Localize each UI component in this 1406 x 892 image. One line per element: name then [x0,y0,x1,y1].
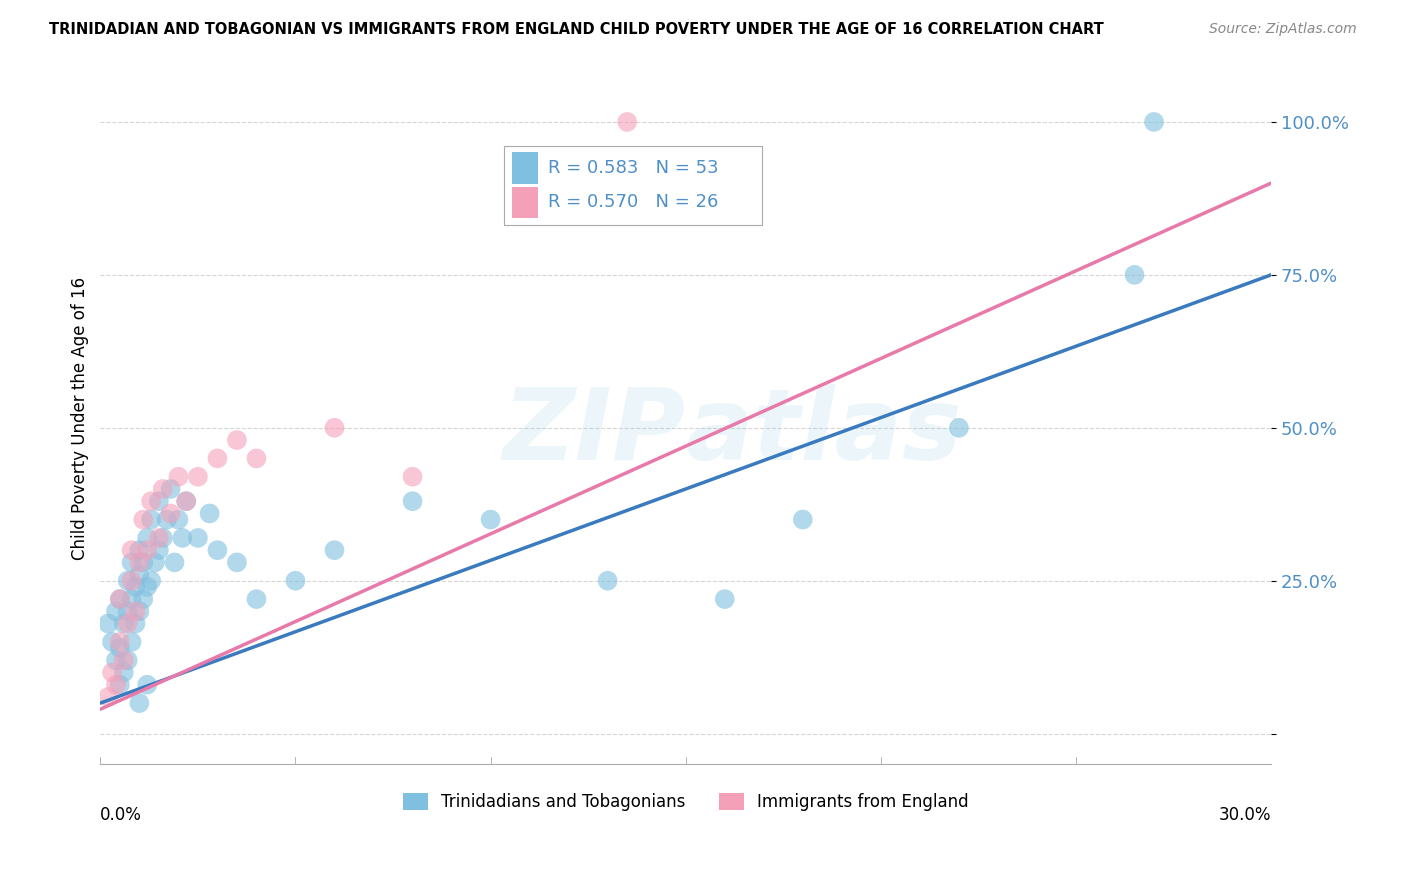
Point [132,512,155,526]
Point [121,574,143,588]
Point [187,531,209,545]
Point [143,555,166,569]
Point [159,482,181,496]
Point [1123,268,1146,282]
Y-axis label: Child Poverty Under the Age of 16: Child Poverty Under the Age of 16 [72,277,89,560]
Point [174,494,197,508]
Point [207,451,229,466]
Point [163,555,186,569]
Point [104,678,127,692]
Point [713,592,735,607]
Point [207,543,229,558]
Point [108,592,131,607]
Point [132,592,155,607]
FancyBboxPatch shape [512,187,538,219]
Point [132,555,155,569]
Point [401,494,423,508]
Point [948,421,970,435]
Point [139,512,162,526]
Text: R = 0.570   N = 26: R = 0.570 N = 26 [547,194,718,211]
Point [152,531,174,545]
Point [108,640,131,655]
Point [128,555,150,569]
Point [121,543,143,558]
Point [284,574,307,588]
Point [97,690,120,704]
Point [152,482,174,496]
Point [226,555,249,569]
Point [198,507,221,521]
Point [104,604,127,618]
Point [121,635,143,649]
Point [245,592,267,607]
Point [323,421,346,435]
Point [108,592,131,607]
Point [174,494,197,508]
Point [112,616,135,631]
Point [616,115,638,129]
Point [124,580,146,594]
Text: atlas: atlas [686,384,962,481]
Point [121,592,143,607]
Point [136,531,159,545]
Point [148,543,170,558]
Point [117,574,139,588]
Point [479,512,502,526]
Point [121,555,143,569]
Point [112,653,135,667]
Point [117,616,139,631]
Point [167,512,190,526]
Legend: Trinidadians and Tobagonians, Immigrants from England: Trinidadians and Tobagonians, Immigrants… [402,793,969,811]
Point [792,512,814,526]
Point [108,635,131,649]
Point [128,543,150,558]
Text: ZIP: ZIP [503,384,686,481]
FancyBboxPatch shape [505,145,762,225]
Point [112,665,135,680]
Point [104,653,127,667]
Point [97,616,120,631]
Point [136,678,159,692]
Text: 30.0%: 30.0% [1219,805,1271,823]
Point [136,580,159,594]
Point [323,543,346,558]
Point [245,451,267,466]
Point [1143,115,1166,129]
Point [156,512,179,526]
Point [128,567,150,582]
Point [159,507,181,521]
Point [101,635,124,649]
Point [108,678,131,692]
Point [117,653,139,667]
Point [172,531,194,545]
Text: R = 0.583   N = 53: R = 0.583 N = 53 [547,159,718,177]
Point [124,604,146,618]
Point [139,494,162,508]
Point [226,433,249,447]
Point [117,604,139,618]
Point [124,616,146,631]
Point [101,665,124,680]
Text: 0.0%: 0.0% [100,805,142,823]
Point [128,604,150,618]
Point [596,574,619,588]
Point [401,469,423,483]
Point [148,531,170,545]
Point [136,543,159,558]
Point [167,469,190,483]
Text: Source: ZipAtlas.com: Source: ZipAtlas.com [1209,22,1357,37]
FancyBboxPatch shape [512,153,538,184]
Point [139,574,162,588]
Point [128,696,150,710]
Point [148,494,170,508]
Point [187,469,209,483]
Text: TRINIDADIAN AND TOBAGONIAN VS IMMIGRANTS FROM ENGLAND CHILD POVERTY UNDER THE AG: TRINIDADIAN AND TOBAGONIAN VS IMMIGRANTS… [49,22,1104,37]
